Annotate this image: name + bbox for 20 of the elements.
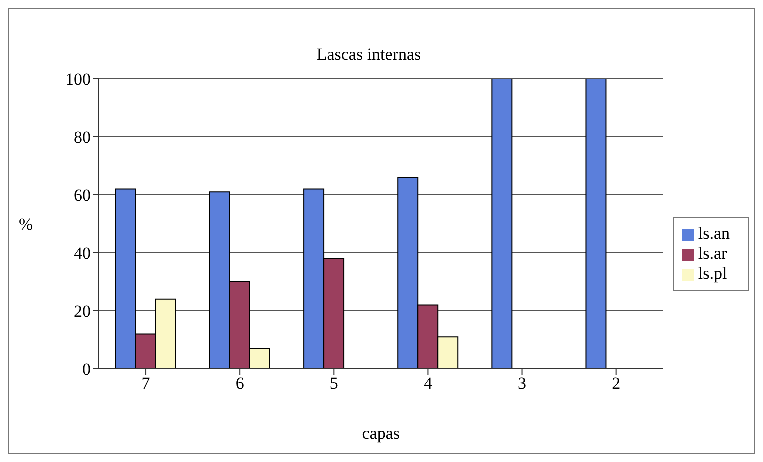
- y-tick-label: 0: [82, 360, 91, 380]
- y-axis-title: %: [19, 215, 34, 234]
- chart-title: Lascas internas: [316, 45, 422, 65]
- x-tick-label: 3: [518, 374, 527, 394]
- x-axis-title: capas: [362, 424, 400, 443]
- x-tick-label: 7: [142, 374, 151, 394]
- legend-label: ls.pl: [698, 264, 728, 283]
- x-tick-label: 6: [236, 374, 244, 394]
- legend-label: ls.ar: [698, 244, 728, 263]
- y-tick-label: 60: [74, 186, 91, 206]
- bar: [586, 79, 607, 369]
- legend-label: ls.an: [698, 224, 730, 243]
- x-tick-label: 4: [424, 374, 433, 394]
- y-tick-label: 80: [74, 128, 91, 148]
- y-tick-label: 40: [74, 244, 91, 264]
- y-tick-label: 20: [74, 302, 91, 322]
- y-tick-label: 100: [66, 70, 91, 90]
- x-tick-label: 2: [612, 374, 621, 394]
- bar: [492, 79, 513, 369]
- x-tick-label: 5: [330, 374, 338, 394]
